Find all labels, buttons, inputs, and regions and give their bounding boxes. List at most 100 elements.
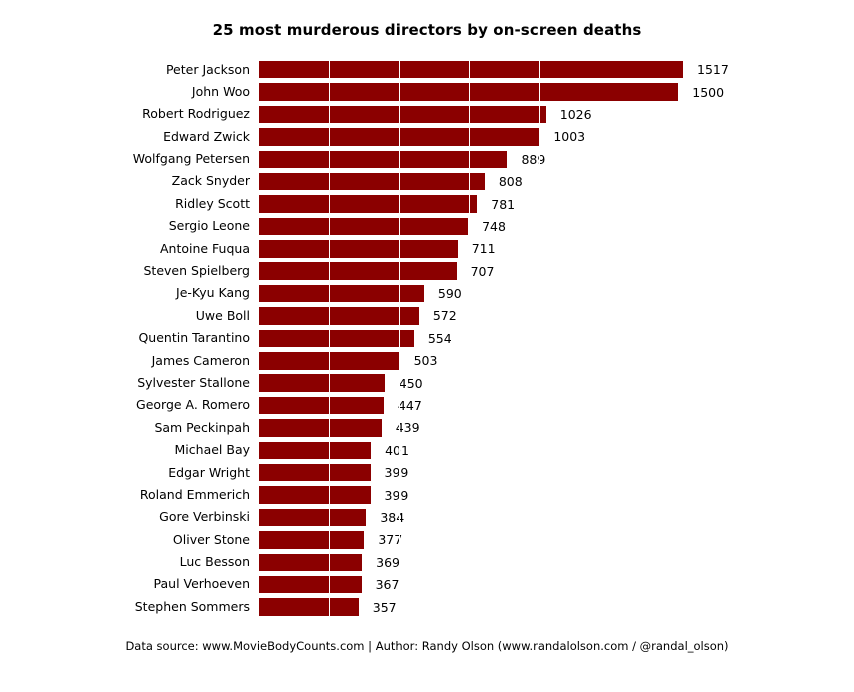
bar-track: 399	[259, 484, 854, 506]
bar-track: 384	[259, 506, 854, 528]
bar-chart: Peter Jackson 1517 John Woo 1500 Robert Rodr…	[0, 58, 854, 620]
bar-track: 590	[259, 282, 854, 304]
director-label: Edgar Wright	[168, 464, 250, 480]
value-label: 399	[384, 465, 409, 481]
bar	[259, 553, 363, 572]
gridline	[398, 58, 401, 619]
director-label: Robert Rodriguez	[142, 106, 250, 122]
bar-row: Peter Jackson 1517	[0, 59, 854, 81]
bar	[259, 262, 457, 280]
bar-row: James Cameron 503	[0, 350, 854, 372]
bar	[259, 508, 367, 527]
bar-row: Je-Kyu Kang 590	[0, 282, 854, 304]
bar	[259, 172, 485, 191]
director-label: Wolfgang Petersen	[132, 151, 250, 167]
bar-track: 707	[259, 260, 854, 282]
bar-track: 439	[259, 417, 854, 439]
director-label: James Cameron	[151, 352, 250, 368]
value-label: 1517	[697, 62, 729, 78]
bar-track: 781	[259, 193, 854, 215]
bar	[259, 396, 384, 415]
bar-track: 572	[259, 305, 854, 327]
value-label: 399	[384, 487, 409, 503]
gridline	[328, 58, 331, 619]
bar	[259, 217, 469, 236]
bar	[259, 60, 683, 79]
director-label: Paul Verhoeven	[153, 576, 250, 592]
footer-credit: Data source: www.MovieBodyCounts.com | A…	[125, 639, 729, 653]
value-label: 401	[385, 442, 409, 458]
bar-row: Michael Bay 401	[0, 439, 854, 461]
director-label: Michael Bay	[174, 442, 250, 458]
bar-track: 357	[259, 596, 854, 618]
bar-row: John Woo 1500	[0, 81, 854, 103]
director-label: Je-Kyu Kang	[176, 285, 250, 301]
bar	[259, 240, 458, 258]
director-label: Zack Snyder	[171, 173, 250, 189]
director-label: George A. Romero	[136, 397, 250, 413]
value-label: 384	[380, 510, 405, 525]
bar	[259, 441, 372, 460]
bar-track: 1026	[259, 103, 854, 125]
bar-row: Sergio Leone 748	[0, 215, 854, 237]
value-label: 808	[498, 174, 523, 190]
bar-track: 889	[259, 148, 854, 170]
director-label: Sylvester Stallone	[137, 374, 250, 390]
director-label: Edward Zwick	[163, 128, 250, 144]
bar-track: 1003	[259, 126, 854, 148]
bar-row: Antoine Fuqua 711	[0, 238, 854, 260]
bar	[259, 486, 371, 504]
bar-track: 399	[259, 462, 854, 484]
bar	[259, 374, 385, 392]
bar-row: Edward Zwick 1003	[0, 126, 854, 148]
director-label: Roland Emmerich	[139, 486, 250, 502]
bar	[259, 598, 359, 616]
bar	[259, 575, 362, 594]
bar-row: Uwe Boll 572	[0, 305, 854, 327]
bar-row: Wolfgang Petersen 889	[0, 148, 854, 170]
bar	[259, 531, 365, 549]
value-label: 377	[378, 532, 403, 548]
bar	[259, 195, 478, 213]
bar-rows: Peter Jackson 1517 John Woo 1500 Robert Rodr…	[0, 59, 854, 619]
director-label: Stephen Sommers	[134, 598, 250, 614]
bar	[259, 284, 424, 303]
director-label: Sergio Leone	[168, 218, 250, 234]
bar	[259, 307, 419, 325]
value-label: 711	[471, 241, 496, 257]
director-label: Sam Peckinpah	[154, 419, 250, 435]
value-label: 748	[482, 218, 506, 234]
bar-track: 1517	[259, 59, 854, 81]
director-label: Ridley Scott	[175, 195, 250, 211]
director-label: Luc Besson	[179, 554, 250, 570]
bar-track: 377	[259, 529, 854, 551]
value-label: 781	[491, 196, 516, 212]
bar-row: Gore Verbinski 384	[0, 506, 854, 528]
value-label: 367	[375, 577, 400, 593]
bar	[259, 105, 546, 124]
gridline	[538, 58, 540, 619]
value-label: 439	[395, 420, 420, 436]
bar-track: 447	[259, 394, 854, 416]
bar-row: Luc Besson 369	[0, 551, 854, 573]
chart-title: 25 most murderous directors by on-screen…	[212, 21, 642, 39]
bar-row: Zack Snyder 808	[0, 170, 854, 192]
bar-track: 554	[259, 327, 854, 349]
gridline	[468, 58, 471, 619]
bar-row: Roland Emmerich 399	[0, 484, 854, 506]
bar-track: 748	[259, 215, 854, 237]
bar-row: Steven Spielberg 707	[0, 260, 854, 282]
value-label: 1003	[553, 129, 586, 145]
value-label: 889	[521, 151, 546, 167]
bar-track: 367	[259, 573, 854, 595]
bar-track: 711	[259, 238, 854, 260]
director-label: Antoine Fuqua	[159, 240, 250, 256]
director-label: Quentin Tarantino	[138, 330, 250, 346]
value-label: 450	[398, 375, 423, 391]
bar	[259, 419, 382, 437]
value-label: 503	[413, 353, 438, 369]
bar-row: Edgar Wright 399	[0, 462, 854, 484]
bar-track: 401	[259, 439, 854, 461]
bar-row: Quentin Tarantino 554	[0, 327, 854, 349]
director-label: Gore Verbinski	[159, 509, 250, 525]
